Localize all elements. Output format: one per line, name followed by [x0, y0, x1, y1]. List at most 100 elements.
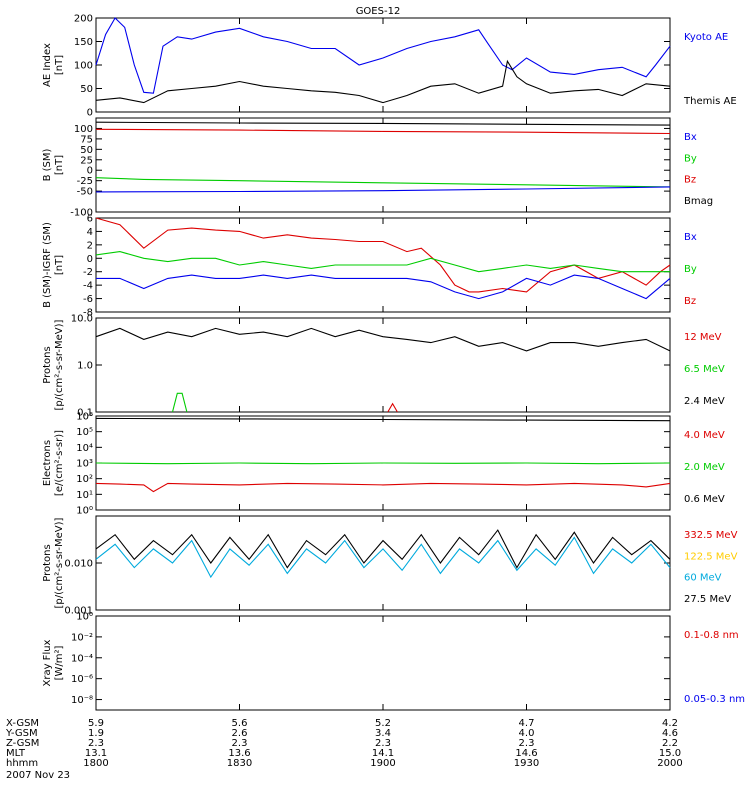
y-tick-label: 1.0 — [77, 361, 93, 372]
y-tick-label: 200 — [74, 14, 93, 25]
y-tick-label: 10⁶ — [76, 412, 93, 423]
panel-frame — [95, 117, 671, 213]
y-tick-label: 10⁻⁶ — [71, 674, 93, 685]
y-tick-label: 10² — [76, 474, 93, 485]
legend-entry: Bx — [684, 132, 697, 143]
y-tick-label: 10⁰ — [76, 612, 93, 623]
series-27-5-mev — [95, 529, 671, 569]
y-tick-label: 10⁰ — [76, 506, 93, 517]
legend-entry: Themis AE — [683, 96, 737, 107]
x-row-value: 4.0 — [519, 728, 535, 739]
y-tick-label: -8 — [83, 308, 93, 319]
x-row-label: Z-GSM — [6, 738, 39, 749]
legend-entry: Bmag — [684, 196, 713, 207]
series-kyoto-ae — [95, 17, 671, 94]
x-row-value: 1830 — [227, 758, 252, 769]
panel-frame — [95, 17, 671, 113]
y-tick-label: 0.001 — [64, 606, 93, 617]
series-bz — [95, 217, 671, 293]
y-axis-label: Protons — [42, 346, 53, 383]
legend-entry: Bz — [684, 296, 696, 307]
y-axis-label: [p/(cm²-s-sr-MeV)] — [54, 319, 65, 410]
legend-entry: By — [684, 264, 697, 275]
legend-entry: 0.6 MeV — [684, 494, 725, 505]
y-tick-label: 75 — [80, 134, 93, 145]
y-tick-label: 100 — [74, 61, 93, 72]
y-axis-label: [nT] — [54, 155, 65, 175]
x-row-value: 1900 — [370, 758, 395, 769]
x-row-value: 5.6 — [232, 718, 248, 729]
x-row-value: 1930 — [514, 758, 539, 769]
y-tick-label: -25 — [77, 176, 93, 187]
panel-frame — [95, 317, 671, 413]
y-axis-label: [W/m²] — [54, 645, 65, 680]
legend-entry: Bz — [684, 175, 696, 186]
y-axis-label: Electrons — [42, 440, 53, 486]
panel-electrons: 10⁰ 10¹ 10² 10³ 10⁴ 10⁵ 10⁶ Electrons [e/(cm²-s-… — [42, 412, 725, 517]
y-tick-label: 0 — [87, 254, 93, 265]
panel-frame — [95, 615, 671, 711]
x-row-value: 2.2 — [662, 738, 678, 749]
y-tick-label: 0.1 — [77, 408, 93, 419]
x-row-value: 2.3 — [88, 738, 104, 749]
series-themis-ae — [95, 59, 671, 104]
y-tick-label: 10⁻² — [71, 632, 93, 643]
x-row-value: 3.4 — [375, 728, 391, 739]
x-row-value: 2000 — [657, 758, 682, 769]
series-2-0-mev — [95, 462, 671, 465]
legend-entry: 6.5 MeV — [684, 364, 725, 375]
series-bx — [96, 274, 671, 300]
y-tick-label: 10¹ — [76, 490, 93, 501]
y-axis-label: Xray Flux — [42, 639, 53, 686]
series-bx — [95, 186, 671, 193]
y-axis-label: Protons — [42, 544, 53, 581]
x-row-value: 2.3 — [375, 738, 391, 749]
x-row-value: 4.7 — [519, 718, 535, 729]
y-tick-label: 10⁻⁴ — [71, 653, 93, 664]
x-row-value: 4.2 — [662, 718, 678, 729]
legend-entry: Bx — [684, 232, 697, 243]
x-row-value: 2.3 — [519, 738, 535, 749]
legend-entry: Kyoto AE — [684, 32, 728, 43]
legend-entry: 2.0 MeV — [684, 462, 725, 473]
y-tick-label: 10⁵ — [76, 427, 93, 438]
y-tick-label: -6 — [83, 294, 93, 305]
y-axis-label: [nT] — [54, 255, 65, 275]
y-tick-label: 10⁴ — [76, 443, 93, 454]
series-0-6-mev — [95, 417, 671, 422]
x-row-value: 13.6 — [228, 748, 250, 759]
date-label: 2007 Nov 23 — [6, 770, 70, 781]
legend-entry: 332.5 MeV — [684, 530, 738, 541]
x-row-value: 14.6 — [515, 748, 537, 759]
panel-protons_high: 0.001 0.010 Protons [p/(cm²-s-sr-MeV)] 332.5… — [42, 515, 738, 617]
legend-entry: 0.05-0.3 nm — [684, 694, 745, 705]
legend-entry: 27.5 MeV — [684, 594, 731, 605]
series-12-mev — [387, 402, 398, 413]
y-axis-label: [nT] — [54, 55, 65, 75]
x-row-value: 2.6 — [232, 728, 248, 739]
y-tick-label: 0 — [87, 108, 93, 119]
y-axis-label: B (SM)-IGRF (SM) — [42, 222, 53, 308]
y-tick-label: -100 — [70, 208, 93, 219]
panel-bdiff: -8 -6 -4 -2 0 2 4 6 B (SM)-IGRF (SM) [nT] Bx By Bz — [42, 214, 697, 319]
y-axis-label: [p/(cm²-s-sr-MeV)] — [54, 517, 65, 608]
series-by — [95, 251, 670, 273]
x-row-value: 1.9 — [88, 728, 104, 739]
x-row-value: 1800 — [83, 758, 108, 769]
y-tick-label: 10⁻⁸ — [71, 695, 93, 706]
series-2-4-mev — [95, 327, 671, 352]
legend-entry: 2.4 MeV — [684, 396, 725, 407]
y-tick-label: 100 — [74, 124, 93, 135]
y-tick-label: 0 — [87, 166, 93, 177]
y-tick-label: 0.010 — [64, 559, 93, 570]
y-tick-label: 25 — [80, 155, 93, 166]
legend-entry: 4.0 MeV — [684, 430, 725, 441]
y-axis-label: AE Index — [42, 43, 53, 87]
y-tick-label: 6 — [87, 214, 93, 225]
legend-entry: By — [684, 153, 697, 164]
plot-title: GOES-12 — [356, 6, 401, 17]
y-tick-label: 50 — [80, 84, 93, 95]
